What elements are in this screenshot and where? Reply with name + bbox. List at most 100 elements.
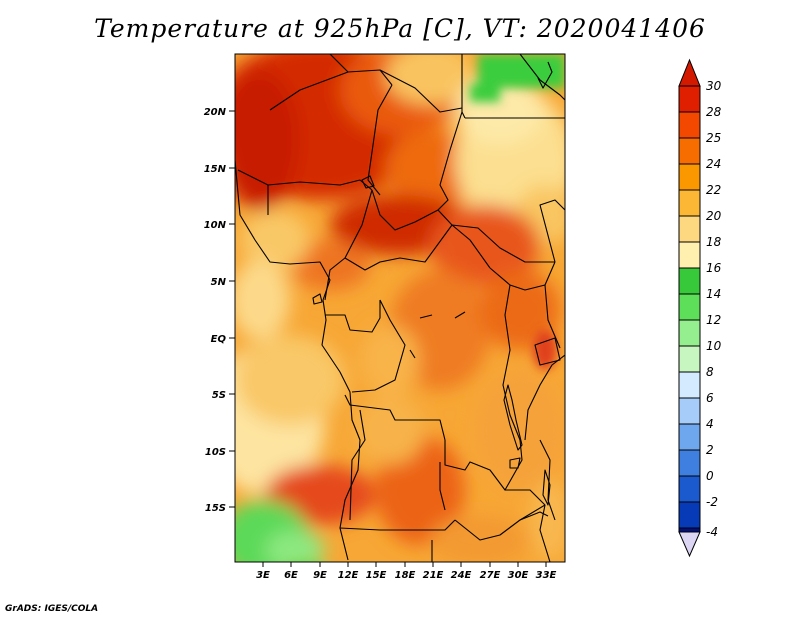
colorbar-label: 12 <box>706 313 721 327</box>
colorbar-segment <box>678 345 701 373</box>
colorbar-segment <box>678 137 701 165</box>
border-chad-sudan <box>437 111 463 226</box>
colorbar-segment <box>678 111 701 139</box>
lat-tick-label: 15S <box>205 503 226 514</box>
field-med-green-edge <box>470 84 500 102</box>
colorbar-segment <box>678 267 701 295</box>
lake-chad <box>361 175 375 189</box>
field-gulf-pale <box>235 260 290 340</box>
lake-tanganyika <box>503 384 523 451</box>
island-bioko <box>312 293 323 305</box>
colorbar-segment <box>678 189 701 217</box>
river-congo <box>409 311 466 359</box>
lon-axis: 3E 6E 9E 12E 15E 18E 21E 24E 27E 30E 33E <box>256 562 557 581</box>
lon-tick-label: 15E <box>366 570 387 581</box>
border-angola-namibia <box>339 519 456 531</box>
colorbar-segment <box>678 527 701 533</box>
field-coast-light <box>240 210 310 270</box>
field-chad-orange <box>385 130 475 210</box>
field-sw-green <box>292 560 318 562</box>
field-mozambique <box>530 480 565 560</box>
lon-tick-label: 30E <box>508 570 529 581</box>
lat-tick-label: 10N <box>204 220 227 231</box>
lat-axis: 20N 15N 10N 5N EQ 5S 10S 15S <box>204 107 235 514</box>
field-drc-south-light <box>355 395 425 465</box>
lon-tick-label: 12E <box>338 570 359 581</box>
lake-victoria <box>534 337 561 366</box>
country-borders <box>235 54 565 562</box>
colorbar-bottom-arrow <box>678 531 701 558</box>
lon-tick-label: 9E <box>313 570 327 581</box>
border-drc-east <box>502 284 521 441</box>
lon-tick-label: 21E <box>423 570 444 581</box>
temperature-field <box>235 54 565 562</box>
lon-tick-label: 27E <box>480 570 501 581</box>
field-atlantic-light <box>235 335 345 425</box>
lon-tick-label: 33E <box>536 570 557 581</box>
colorbar-label: -2 <box>706 495 718 509</box>
colorbar-label: 24 <box>706 157 721 171</box>
grads-credit: GrADS: IGES/COLA <box>5 604 99 614</box>
colorbar-label: 10 <box>706 339 722 353</box>
lat-tick-label: 5S <box>212 390 226 401</box>
colorbar-segment <box>678 215 701 243</box>
border-niger-north <box>269 71 349 111</box>
colorbar-label: 14 <box>706 287 721 301</box>
border-libya-algeria <box>329 54 393 86</box>
border-chad-niger <box>367 84 393 196</box>
lat-tick-label: 20N <box>204 107 227 118</box>
colorbar-label: 6 <box>706 391 714 405</box>
lon-tick-label: 6E <box>284 570 298 581</box>
colorbar-segment <box>678 449 701 477</box>
colorbar-segment <box>678 475 701 503</box>
red-sea-coast <box>519 54 565 101</box>
field-tanzania <box>475 370 565 490</box>
colorbar-label: 22 <box>706 183 721 197</box>
lon-tick-label: 18E <box>395 570 416 581</box>
border-mozambique <box>505 489 551 562</box>
border-car-south <box>344 224 491 271</box>
border-angola-east <box>349 409 366 521</box>
border-uganda-ssudan <box>489 261 556 291</box>
colorbar-label: 30 <box>706 79 722 93</box>
colorbar-label: 28 <box>706 105 722 119</box>
plot-frame <box>234 53 566 563</box>
border-gabon <box>325 300 381 333</box>
lat-tick-label: 10S <box>205 447 226 458</box>
lake-malawi <box>542 469 551 506</box>
border-mali-niger <box>237 169 269 215</box>
kariba-lake <box>519 511 549 521</box>
colorbar-segment <box>678 163 701 191</box>
sinai-outline <box>537 61 553 89</box>
field-namibia-lightgreen <box>265 530 325 562</box>
field-gabon-light <box>360 325 420 395</box>
colorbar-label: 20 <box>706 209 722 223</box>
colorbar-label: 25 <box>706 131 721 145</box>
map-title: Temperature at 925hPa [C], VT: 202004140… <box>94 14 706 43</box>
border-uganda-kenya <box>544 284 561 349</box>
colorbar-segment <box>678 293 701 321</box>
border-malawi <box>539 439 556 521</box>
lat-tick-label: EQ <box>211 334 227 345</box>
field-hot-west <box>235 70 300 210</box>
colorbar-label: 0 <box>706 469 714 483</box>
colorbar-labels: 30 28 25 24 22 20 18 16 14 12 10 8 6 4 2… <box>706 79 722 539</box>
border-congo-drc <box>351 299 406 393</box>
lon-tick-label: 3E <box>256 570 270 581</box>
lake-zambia <box>509 457 521 469</box>
colorbar <box>678 58 701 558</box>
field-egypt-pale <box>385 54 475 105</box>
colorbar-segment <box>678 319 701 347</box>
field-med-green <box>478 54 565 88</box>
colorbar-label: 2 <box>706 443 714 457</box>
lat-tick-label: 15N <box>204 164 227 175</box>
lon-tick-label: 24E <box>451 570 472 581</box>
colorbar-label: 8 <box>706 365 714 379</box>
colorbar-label: -4 <box>706 525 718 539</box>
border-ethiopia <box>539 199 565 263</box>
border-angola-zambia <box>439 462 446 511</box>
border-car-north <box>371 189 439 231</box>
colorbar-segment <box>678 423 701 451</box>
colorbar-label: 4 <box>706 417 714 431</box>
